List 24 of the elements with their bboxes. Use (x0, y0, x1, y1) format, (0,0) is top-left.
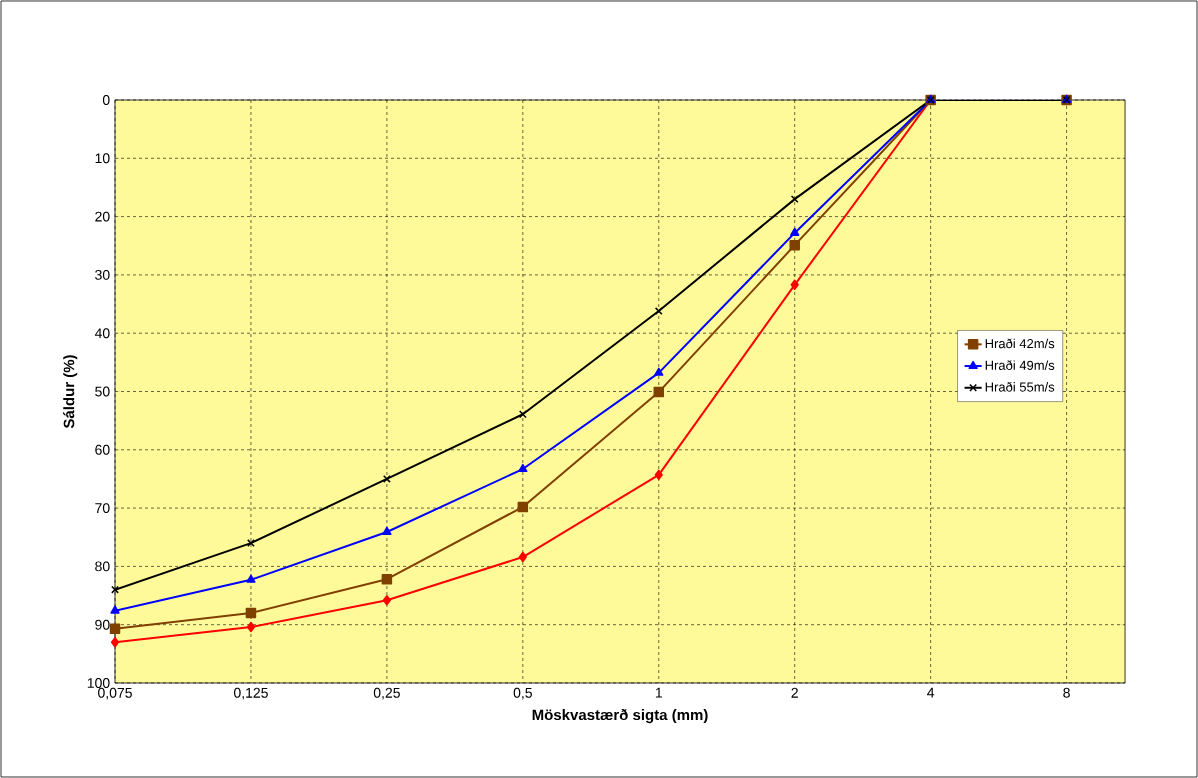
x-tick-label: 0,125 (233, 687, 268, 700)
legend-label: Hraði 42m/s (985, 338, 1055, 349)
x-tick-label: 0,25 (373, 687, 400, 700)
x-tick-label: 1 (655, 687, 662, 698)
x-tick-label: 0,075 (98, 687, 132, 700)
y-axis-title: Sáldur (%) (63, 355, 78, 429)
y-tick-label: 90 (95, 619, 110, 630)
x-axis-title: Möskvastærð sigta (mm) (532, 708, 708, 724)
y-tick-label: 60 (95, 444, 110, 455)
x-tick-label: 8 (1063, 687, 1070, 698)
x-tick-label: 4 (927, 687, 935, 698)
x-tick-label: 2 (791, 687, 798, 698)
y-tick-label: 10 (95, 153, 110, 164)
y-tick-label: 40 (94, 328, 110, 339)
x-tick-label: 0,5 (513, 687, 532, 700)
y-tick-label: 30 (95, 269, 110, 280)
legend-label: Hraði 55m/s (985, 381, 1055, 392)
y-tick-label: 20 (95, 211, 110, 222)
y-tick-label: 50 (95, 386, 110, 397)
y-tick-label: 100 (87, 678, 110, 688)
y-tick-label: 70 (95, 503, 110, 514)
y-tick-label: 0 (102, 95, 110, 105)
y-tick-label: 80 (95, 561, 110, 572)
legend-label: Hraði 49m/s (985, 360, 1055, 370)
